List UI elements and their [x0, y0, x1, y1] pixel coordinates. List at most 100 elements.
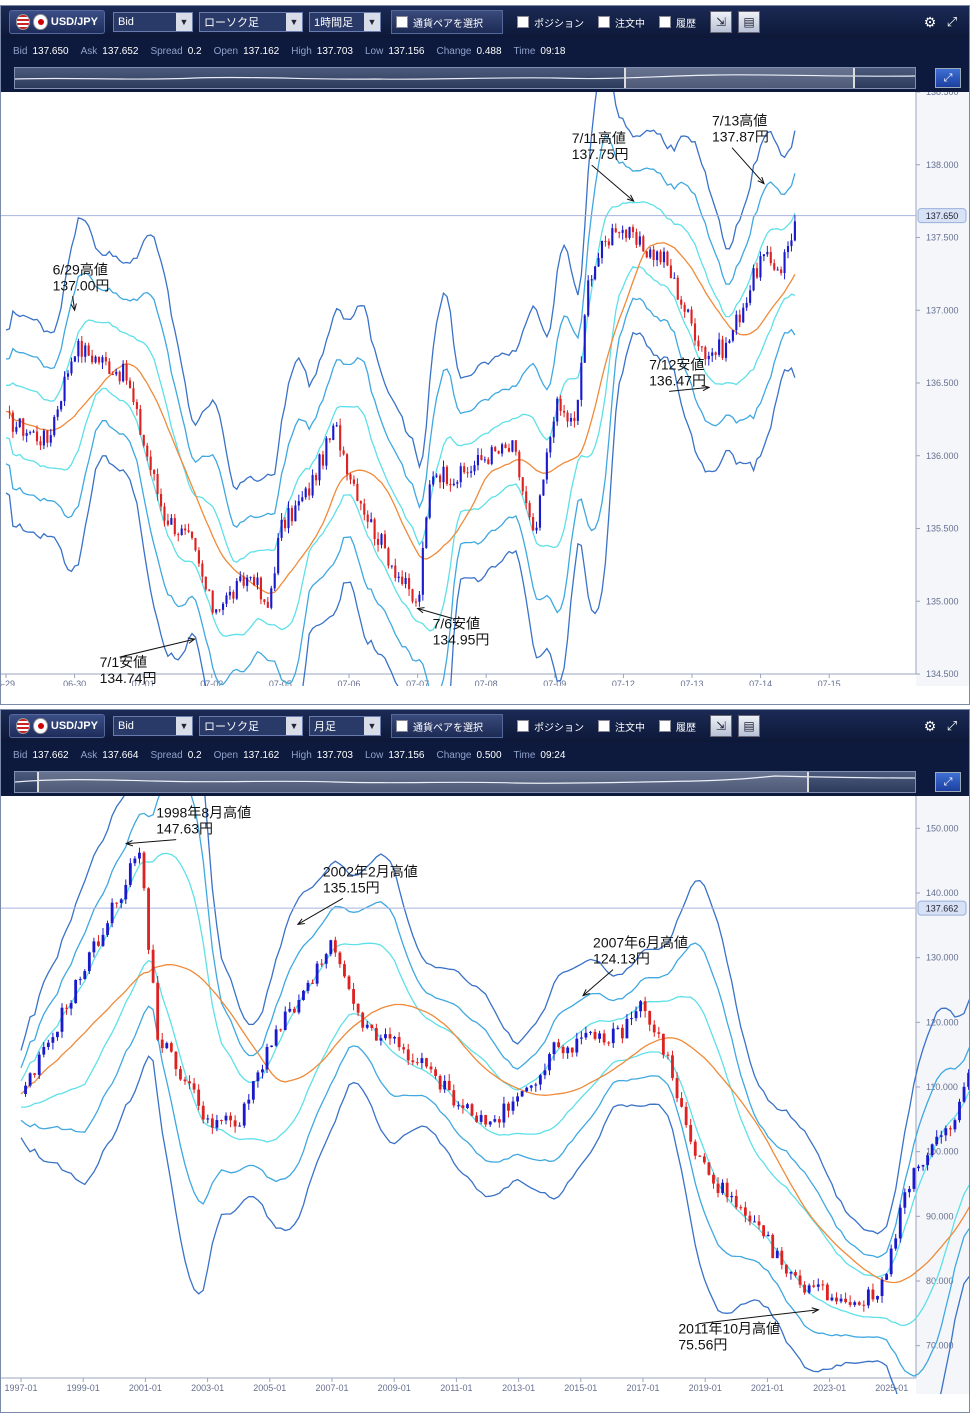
navigator-zoom-button[interactable]: ⤢: [935, 772, 961, 792]
candle-body: [683, 304, 686, 312]
candle-body: [194, 537, 197, 551]
ask-value: 137.664: [102, 749, 139, 761]
x-tick-label: 07-09: [543, 679, 566, 686]
y-tick-label: 70.000: [926, 1341, 954, 1351]
position-toggle[interactable]: ポジション: [517, 719, 584, 734]
candle-body: [631, 227, 635, 233]
select-pair-button[interactable]: 通貨ペアを選択: [391, 714, 503, 738]
price-type-select[interactable]: Bid ▼: [113, 12, 193, 32]
candle-body: [56, 1031, 59, 1038]
candle-body: [280, 519, 283, 538]
candle-body: [542, 479, 545, 496]
select-pair-checkbox[interactable]: [396, 720, 408, 732]
chart-type-select[interactable]: ローソク足 ▼: [199, 716, 303, 736]
candle-body: [190, 531, 194, 538]
price-type-select[interactable]: Bid ▼: [113, 716, 193, 736]
candle-body: [404, 578, 407, 585]
ask-label: Ask: [80, 45, 98, 57]
chart-type-select[interactable]: ローソク足 ▼: [199, 12, 303, 32]
candle-body: [912, 1168, 916, 1189]
candle-body: [659, 251, 662, 263]
history-checkbox[interactable]: [659, 720, 671, 732]
select-pair-button[interactable]: 通貨ペアを選択: [391, 10, 503, 34]
candle-body: [397, 576, 400, 578]
change-value: 0.500: [476, 749, 502, 761]
change-label: Change: [436, 45, 472, 57]
position-checkbox[interactable]: [517, 720, 529, 732]
candle-body: [580, 362, 583, 400]
chart-settings-icon[interactable]: ⇲: [710, 715, 732, 737]
candle-body: [277, 537, 280, 574]
navigator-window-handle[interactable]: [37, 772, 809, 792]
window-layout-icon[interactable]: ▤: [738, 11, 760, 33]
candle-body: [614, 228, 617, 233]
chart-settings-icon[interactable]: ⇲: [710, 11, 732, 33]
candle-body: [370, 1024, 374, 1028]
candle-body: [383, 534, 387, 549]
candle-body: [470, 471, 473, 473]
candle-body: [407, 578, 411, 590]
candle-body: [573, 417, 576, 421]
select-pair-checkbox[interactable]: [396, 16, 408, 28]
candle-body: [35, 431, 39, 442]
orders-toggle[interactable]: 注文中: [598, 719, 645, 734]
candle-body: [210, 1118, 214, 1128]
candle-body: [356, 1003, 360, 1013]
gear-icon[interactable]: ⚙: [923, 14, 937, 30]
candle-body: [724, 342, 728, 358]
chevron-down-icon: ▼: [176, 13, 192, 31]
position-label: ポジション: [534, 722, 584, 734]
navigator-zoom-button[interactable]: ⤢: [935, 68, 961, 88]
currency-pair-button[interactable]: USD/JPY: [9, 10, 105, 34]
candle-body: [238, 1125, 242, 1127]
candle-body: [420, 1058, 424, 1064]
currency-pair-button[interactable]: USD/JPY: [9, 714, 105, 738]
annotation-arrow: [72, 296, 76, 311]
candle-body: [235, 580, 238, 599]
candle-body: [707, 1162, 711, 1175]
candle-body: [775, 1250, 779, 1259]
low-label: Low: [364, 749, 384, 761]
spread-label: Spread: [150, 749, 183, 761]
fullscreen-icon[interactable]: ⤢: [946, 14, 958, 29]
candle-body: [780, 269, 783, 274]
x-tick-label: 06-30: [63, 679, 86, 686]
navigator-track[interactable]: [14, 67, 916, 89]
candle-body: [428, 484, 431, 518]
candle-body: [684, 1106, 688, 1126]
monthly-candlestick-chart: 150.000 140.000 130.000 120.000 110.000 100.0…: [1, 796, 969, 1394]
candle-body: [60, 401, 63, 410]
y-tick-label: 138.000: [926, 160, 959, 170]
orders-checkbox[interactable]: [598, 16, 610, 28]
candle-body: [853, 1302, 857, 1305]
candle-body: [731, 330, 734, 341]
y-tick-label: 137.500: [926, 233, 959, 243]
candle-body: [94, 356, 97, 363]
navigator-window-handle[interactable]: [624, 68, 855, 88]
candle-body: [690, 309, 693, 324]
price-info-bar: Bid 137.662 Ask 137.664 Spread 0.2 Open 137.…: [1, 742, 969, 768]
orders-toggle[interactable]: 注文中: [598, 15, 645, 30]
history-checkbox[interactable]: [659, 16, 671, 28]
position-toggle[interactable]: ポジション: [517, 15, 584, 30]
candle-body: [92, 941, 96, 953]
annotation-arrow: [731, 147, 765, 184]
timeframe-select[interactable]: 月足 ▼: [309, 716, 381, 736]
us-flag-icon: [16, 718, 31, 734]
candle-body: [232, 591, 235, 599]
navigator-track[interactable]: [14, 771, 916, 793]
position-checkbox[interactable]: [517, 16, 529, 28]
candle-body: [497, 451, 500, 454]
candle-body: [179, 1069, 182, 1080]
fullscreen-icon[interactable]: ⤢: [946, 718, 958, 733]
window-layout-icon[interactable]: ▤: [738, 715, 760, 737]
candle-body: [301, 497, 304, 502]
history-toggle[interactable]: 履歴: [659, 15, 696, 30]
history-toggle[interactable]: 履歴: [659, 719, 696, 734]
orders-checkbox[interactable]: [598, 720, 610, 732]
timeframe-select[interactable]: 1時間足 ▼: [309, 12, 381, 32]
annotation-arrow: [417, 608, 453, 620]
gear-icon[interactable]: ⚙: [923, 718, 937, 734]
candle-body: [342, 450, 345, 455]
annotation-arrow: [582, 969, 614, 997]
